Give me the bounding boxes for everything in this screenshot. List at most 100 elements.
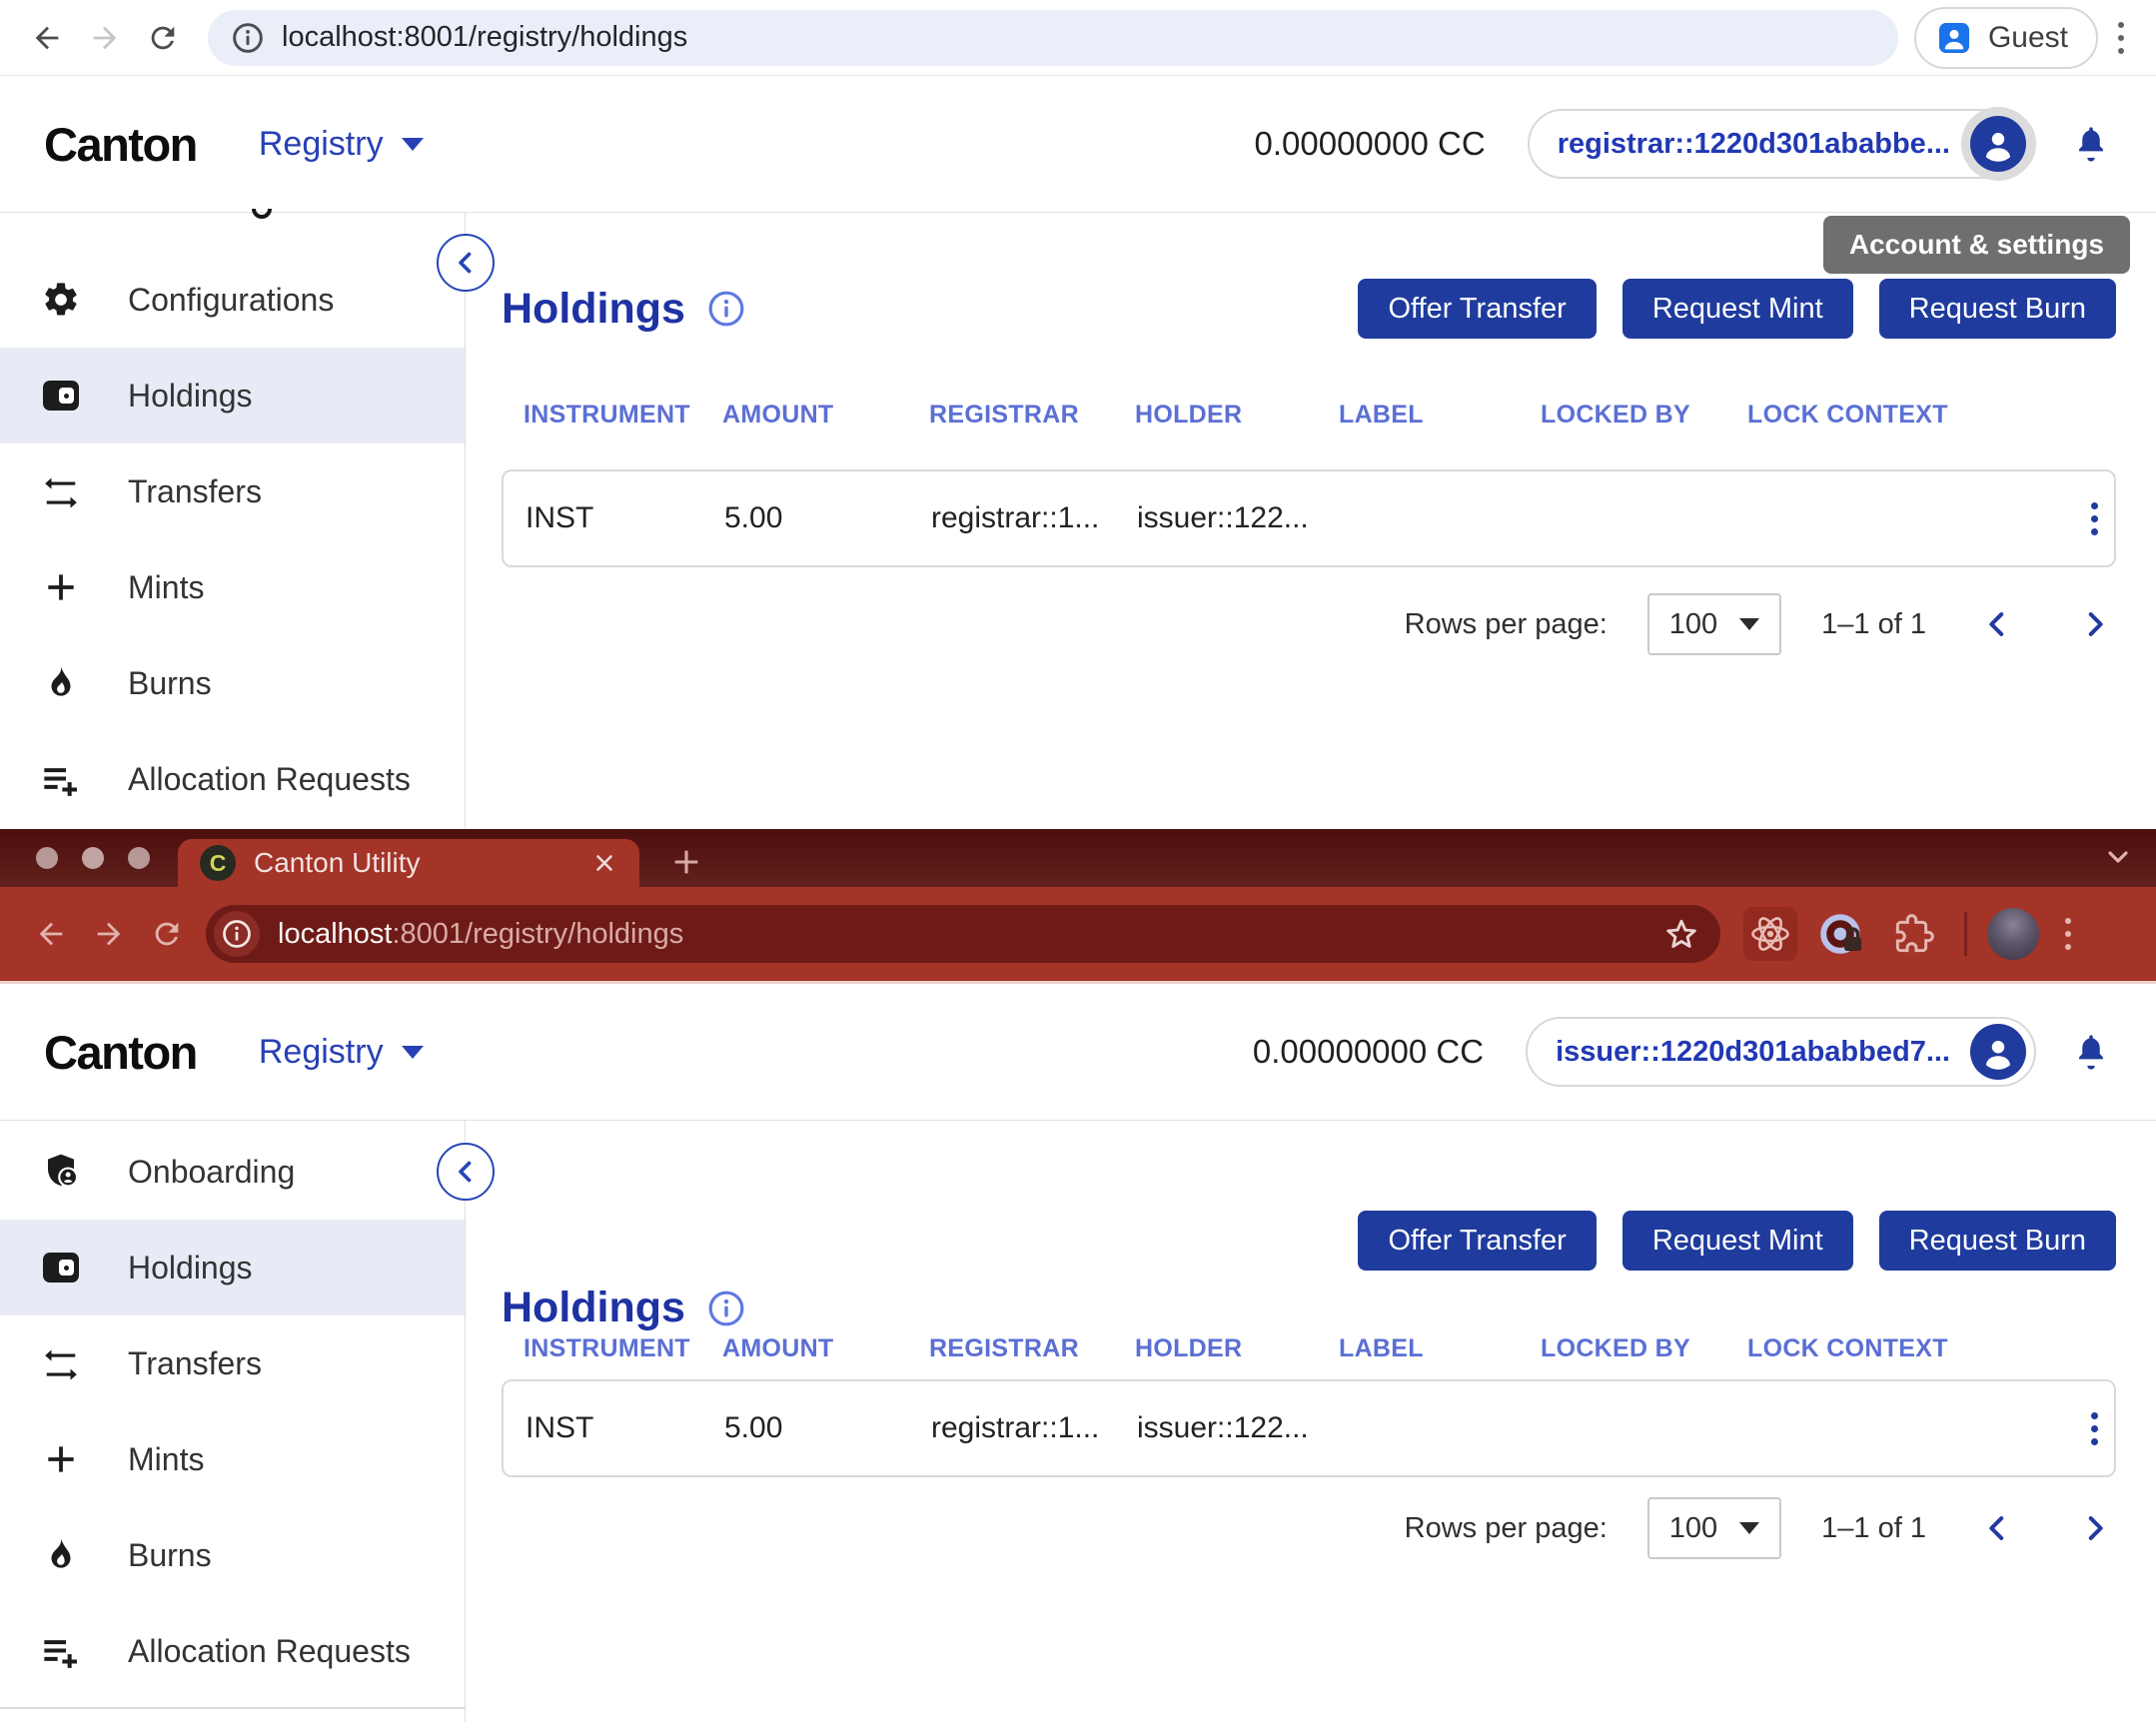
prev-page-icon[interactable] (1980, 1511, 2014, 1545)
shield-person-icon (40, 1152, 82, 1192)
prev-page-icon[interactable] (1980, 607, 2014, 641)
url-host: localhost (278, 917, 393, 950)
holdings-page: Holdings Offer Transfer Request Mint Req… (466, 1121, 2156, 1722)
cell-instrument: INST (526, 501, 594, 534)
sidebar-item-burns[interactable]: Burns (0, 1507, 465, 1603)
password-manager-icon[interactable] (1815, 907, 1869, 961)
sidebar-item-burns[interactable]: Burns (0, 635, 465, 731)
sidebar-item-mints[interactable]: Mints (0, 539, 465, 635)
page-range: 1–1 of 1 (1821, 1511, 1926, 1544)
new-tab-icon[interactable] (669, 845, 703, 879)
extensions-puzzle-icon[interactable] (1887, 907, 1941, 961)
transfer-arrows-icon (40, 472, 82, 510)
sidebar-item-onboarding[interactable]: Onboarding (0, 1124, 465, 1220)
chevron-down-icon (401, 1045, 424, 1059)
page-range: 1–1 of 1 (1821, 607, 1926, 640)
offer-transfer-button[interactable]: Offer Transfer (1358, 1211, 1597, 1271)
rows-per-page-select[interactable]: 100 (1646, 1497, 1782, 1559)
sidebar-item-holdings[interactable]: Holdings (0, 1220, 465, 1315)
party-pill[interactable]: registrar::1220d301ababbe... (1527, 109, 2036, 179)
forward-icon[interactable] (80, 905, 138, 963)
forward-icon[interactable] (76, 9, 134, 67)
pagination: Rows per page: 100 1–1 of 1 (502, 593, 2116, 655)
sidebar-item-label: Configurations (128, 281, 335, 318)
notifications-bell-icon[interactable] (2070, 123, 2112, 165)
rows-per-page-select[interactable]: 100 (1646, 593, 1782, 655)
party-pill[interactable]: issuer::1220d301ababbed7... (1526, 1017, 2036, 1087)
col-lock-context: LOCK CONTEXT (1747, 1334, 1948, 1362)
account-avatar[interactable] (1970, 1024, 2026, 1080)
info-icon[interactable] (707, 290, 745, 328)
sidebar-item-configurations[interactable]: Configurations (0, 252, 465, 348)
col-registrar: REGISTRAR (929, 1334, 1079, 1362)
app-switcher[interactable]: Registry (259, 1033, 424, 1072)
col-instrument: INSTRUMENT (524, 1334, 690, 1362)
bookmark-star-icon[interactable] (1664, 917, 1698, 951)
notifications-bell-icon[interactable] (2070, 1031, 2112, 1073)
back-icon[interactable] (18, 9, 76, 67)
col-locked-by: LOCKED BY (1541, 1334, 1690, 1362)
browser-profile-avatar[interactable] (1987, 908, 2039, 960)
reload-icon[interactable] (134, 9, 192, 67)
sidebar-item-holdings[interactable]: Holdings (0, 348, 465, 443)
sidebar: Onboarding Holdings Transfers Mints Burn… (0, 1121, 495, 1722)
rows-per-page-label: Rows per page: (1404, 1511, 1608, 1544)
row-menu-icon[interactable] (2091, 501, 2104, 535)
chevron-down-icon (401, 137, 424, 151)
col-amount: AMOUNT (722, 401, 834, 429)
sidebar-collapse-button[interactable] (437, 1143, 495, 1201)
tab-close-icon[interactable] (591, 850, 617, 876)
table-row: INST 5.00 registrar::1... issuer::122... (502, 469, 2116, 567)
app-header: Canton Registry 0.00000000 CC issuer::12… (0, 984, 2156, 1121)
sidebar-item-label: Holdings (128, 377, 253, 414)
browser-tab[interactable]: C Canton Utility (178, 839, 639, 887)
browser-menu-icon[interactable] (2118, 21, 2124, 54)
url-text: localhost:8001/registry/holdings (282, 21, 688, 53)
sidebar-item-label: Onboarding (128, 1153, 296, 1190)
address-bar[interactable]: localhost:8001/registry/holdings (208, 9, 1898, 66)
page-info-icon[interactable] (232, 22, 264, 54)
sidebar-item-allocation-requests[interactable]: Allocation Requests (0, 731, 465, 827)
request-burn-button[interactable]: Request Burn (1878, 1211, 2116, 1271)
offer-transfer-button[interactable]: Offer Transfer (1358, 279, 1597, 339)
reload-icon[interactable] (138, 905, 196, 963)
sidebar-item-transfers[interactable]: Transfers (0, 1315, 465, 1411)
playlist-add-icon (40, 1631, 82, 1671)
cell-instrument: INST (526, 1411, 594, 1444)
next-page-icon[interactable] (2078, 607, 2112, 641)
cutoff-item-icon (252, 209, 272, 219)
next-page-icon[interactable] (2078, 1511, 2112, 1545)
request-burn-button[interactable]: Request Burn (1878, 279, 2116, 339)
sidebar-item-transfers[interactable]: Transfers (0, 443, 465, 539)
request-mint-button[interactable]: Request Mint (1621, 1211, 1853, 1271)
plus-icon (40, 1440, 82, 1478)
guest-profile-button[interactable]: Guest (1913, 6, 2098, 69)
browser-window-issuer: C Canton Utility localhost:8001/registry… (0, 829, 2156, 1722)
cell-amount: 5.00 (724, 1411, 783, 1444)
info-icon[interactable] (707, 1290, 745, 1327)
browser-menu-icon[interactable] (2065, 918, 2071, 950)
sidebar-item-label: Transfers (128, 472, 262, 509)
col-locked-by: LOCKED BY (1541, 401, 1690, 429)
app-switcher[interactable]: Registry (259, 125, 424, 164)
row-menu-icon[interactable] (2091, 1411, 2104, 1445)
sidebar-item-allocation-requests[interactable]: Allocation Requests (0, 1603, 465, 1699)
sidebar-collapse-button[interactable] (437, 234, 495, 292)
react-devtools-icon[interactable] (1743, 907, 1797, 961)
col-lock-context: LOCK CONTEXT (1747, 401, 1948, 429)
request-mint-button[interactable]: Request Mint (1621, 279, 1853, 339)
cell-registrar: registrar::1... (931, 501, 1100, 534)
tab-strip-chevron-icon[interactable] (2102, 841, 2134, 873)
address-bar[interactable]: localhost:8001/registry/holdings (206, 905, 1720, 963)
sidebar-item-mints[interactable]: Mints (0, 1411, 465, 1507)
app-switcher-label: Registry (258, 1032, 384, 1071)
sidebar-divider (0, 1707, 465, 1709)
page-info-icon[interactable] (214, 911, 260, 957)
traffic-lights[interactable] (36, 847, 150, 869)
cell-registrar: registrar::1... (931, 1411, 1100, 1444)
sidebar-item-label: Burns (128, 664, 212, 701)
party-id: registrar::1220d301ababbe... (1557, 127, 1950, 160)
account-avatar[interactable] (1970, 116, 2026, 172)
sidebar-item-label: Holdings (128, 1249, 253, 1286)
back-icon[interactable] (22, 905, 80, 963)
